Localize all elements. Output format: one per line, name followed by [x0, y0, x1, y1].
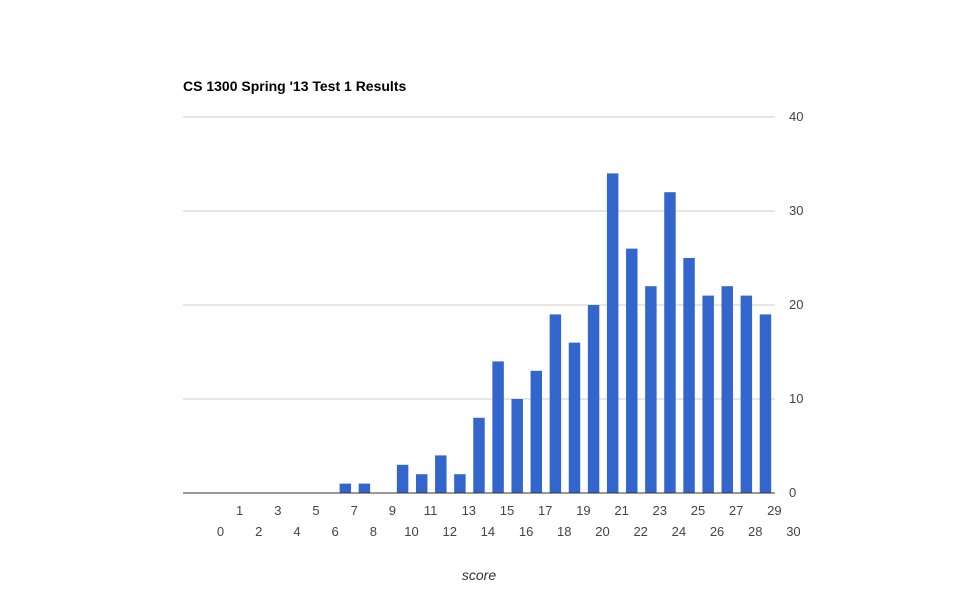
x-tick-label: 3 — [274, 503, 281, 518]
bar-score-26[interactable] — [683, 258, 695, 493]
x-tick-label: 26 — [710, 524, 724, 539]
y-tick-label: 20 — [789, 297, 803, 312]
bar-score-28[interactable] — [721, 286, 733, 493]
x-tick-label: 16 — [519, 524, 533, 539]
x-tick-label: 23 — [653, 503, 667, 518]
bar-score-8[interactable] — [339, 483, 352, 493]
x-tick-label: 27 — [729, 503, 743, 518]
bar-score-15[interactable] — [473, 417, 485, 493]
bar-score-16[interactable] — [492, 361, 504, 493]
bar-score-24[interactable] — [645, 286, 657, 493]
bar-score-22[interactable] — [606, 173, 619, 493]
bar-score-13[interactable] — [435, 455, 447, 493]
x-tick-label: 4 — [293, 524, 300, 539]
x-tick-label: 9 — [389, 503, 396, 518]
x-tick-label: 8 — [370, 524, 377, 539]
x-tick-label: 14 — [481, 524, 495, 539]
y-axis-ticks: 0 10 20 30 40 — [789, 109, 803, 500]
bar-score-27[interactable] — [702, 295, 714, 493]
x-tick-label: 21 — [614, 503, 628, 518]
x-tick-label: 20 — [595, 524, 609, 539]
x-tick-label: 7 — [351, 503, 358, 518]
x-tick-label: 29 — [767, 503, 781, 518]
x-tick-label: 0 — [217, 524, 224, 539]
x-tick-label: 30 — [786, 524, 800, 539]
bar-score-30[interactable] — [759, 314, 772, 493]
x-tick-label: 28 — [748, 524, 762, 539]
y-tick-label: 30 — [789, 203, 803, 218]
x-tick-label: 19 — [576, 503, 590, 518]
x-tick-label: 6 — [332, 524, 339, 539]
x-tick-label: 10 — [404, 524, 418, 539]
x-tick-label: 12 — [442, 524, 456, 539]
bar-score-21[interactable] — [587, 305, 600, 493]
bar-score-18[interactable] — [530, 370, 543, 493]
y-tick-label: 40 — [789, 109, 803, 124]
y-tick-label: 10 — [789, 391, 803, 406]
x-tick-label: 22 — [633, 524, 647, 539]
bar-score-14[interactable] — [454, 474, 466, 493]
bar-score-12[interactable] — [415, 474, 428, 493]
bar-score-17[interactable] — [511, 399, 523, 493]
chart-title: CS 1300 Spring '13 Test 1 Results — [183, 78, 406, 94]
bar-score-11[interactable] — [396, 464, 409, 493]
x-tick-label: 25 — [691, 503, 705, 518]
x-tick-label: 13 — [462, 503, 476, 518]
x-tick-label: 5 — [312, 503, 319, 518]
bar-score-25[interactable] — [664, 192, 676, 493]
gridlines — [183, 116, 775, 400]
x-tick-label: 1 — [236, 503, 243, 518]
x-axis-ticks: 0123456789101112131415161718192021222324… — [217, 503, 801, 539]
x-axis-label: score — [462, 567, 496, 583]
y-tick-label: 0 — [789, 485, 796, 500]
bar-score-23[interactable] — [626, 248, 638, 493]
x-tick-label: 11 — [424, 503, 438, 518]
x-tick-label: 17 — [538, 503, 552, 518]
bar-score-19[interactable] — [549, 314, 562, 493]
x-tick-label: 24 — [672, 524, 686, 539]
bars — [339, 173, 772, 493]
bar-score-9[interactable] — [358, 483, 371, 493]
x-tick-label: 2 — [255, 524, 262, 539]
x-tick-label: 18 — [557, 524, 571, 539]
bar-score-20[interactable] — [568, 342, 581, 493]
x-tick-label: 15 — [500, 503, 514, 518]
bar-score-29[interactable] — [740, 295, 753, 493]
